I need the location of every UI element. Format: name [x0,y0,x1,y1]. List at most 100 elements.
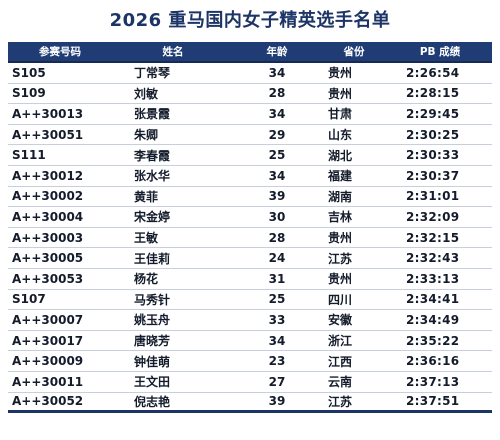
name-cell: 宋金婷 [134,210,171,225]
pb-cell: 2:29:45 [406,106,460,121]
age-cell: 31 [268,271,286,286]
bib-cell: A++30013 [12,106,84,121]
name-cell: 王敏 [134,231,159,246]
age-cell: 39 [268,189,286,204]
province-cell: 湖北 [328,148,353,163]
pb-cell: 2:37:51 [406,394,460,409]
bib-cell: A++30002 [12,189,84,204]
province-cell: 安徽 [328,313,353,328]
age-cell: 30 [268,209,286,224]
province-cell: 江苏 [328,394,353,409]
table-row: A++30012 张水华 34 福建 2:30:37 [8,166,492,187]
name-cell: 倪志艳 [134,394,171,409]
table-row: A++30013 张景霞 34 甘肃 2:29:45 [8,104,492,125]
age-cell: 28 [268,230,286,245]
table-body: S105 丁常琴 34 贵州 2:26:54 S109 刘敏 28 贵州 2:28:15 A++30… [8,63,492,414]
table-row: S109 刘敏 28 贵州 2:28:15 [8,84,492,105]
table-row: A++30007 姚玉舟 33 安徽 2:34:49 [8,310,492,331]
name-cell: 朱卿 [134,128,159,143]
bib-cell: A++30017 [12,333,84,348]
province-cell: 湖南 [328,189,353,204]
name-cell: 黄菲 [134,189,159,204]
name-cell: 刘敏 [134,86,159,101]
bib-cell: A++30005 [12,251,84,266]
province-cell: 云南 [328,375,353,390]
table-row: A++30011 王文田 27 云南 2:37:13 [8,372,492,393]
name-cell: 丁常琴 [134,66,171,81]
province-cell: 贵州 [328,86,353,101]
header-age: 年龄 [266,46,288,58]
age-cell: 29 [268,127,286,142]
name-cell: 张水华 [134,169,171,184]
bib-cell: A++30053 [12,271,84,286]
age-cell: 34 [268,65,286,80]
age-cell: 23 [268,354,286,369]
pb-cell: 2:30:37 [406,168,460,183]
pb-cell: 2:28:15 [406,86,460,101]
table-row: A++30005 王佳莉 24 江苏 2:32:43 [8,248,492,269]
province-cell: 吉林 [328,210,353,225]
province-cell: 山东 [328,128,353,143]
age-cell: 27 [268,374,286,389]
table-row: A++30017 唐晓芳 34 浙江 2:35:22 [8,331,492,352]
table-row: A++30003 王敏 28 贵州 2:32:15 [8,228,492,249]
bib-cell: A++30003 [12,230,84,245]
bib-cell: S105 [12,65,46,80]
bib-cell: A++30012 [12,168,84,183]
province-cell: 贵州 [328,231,353,246]
bib-cell: A++30011 [12,374,84,389]
age-cell: 28 [268,86,286,101]
table-row: S105 丁常琴 34 贵州 2:26:54 [8,63,492,84]
age-cell: 34 [268,106,286,121]
table-row: S111 李春霞 25 湖北 2:30:33 [8,145,492,166]
table-header: 参赛号码 姓名 年龄 省份 PB 成绩 [8,42,492,63]
bib-cell: A++30051 [12,127,84,142]
bib-cell: A++30004 [12,209,84,224]
province-cell: 四川 [328,292,353,307]
table-row: A++30053 杨花 31 贵州 2:33:13 [8,269,492,290]
name-cell: 王佳莉 [134,251,171,266]
pb-cell: 2:31:01 [406,189,460,204]
bib-cell: A++30009 [12,354,84,369]
header-bib: 参赛号码 [39,46,81,58]
table-row: A++30002 黄菲 39 湖南 2:31:01 [8,187,492,208]
pb-cell: 2:32:09 [406,209,460,224]
province-cell: 福建 [328,169,353,184]
province-cell: 甘肃 [328,107,353,122]
header-province: 省份 [343,46,365,58]
name-cell: 姚玉舟 [134,313,171,328]
pb-cell: 2:30:33 [406,148,460,163]
table-row: A++30051 朱卿 29 山东 2:30:25 [8,125,492,146]
bib-cell: A++30052 [12,394,84,409]
pb-cell: 2:37:13 [406,374,460,389]
name-cell: 马秀针 [134,292,171,307]
table-row: A++30004 宋金婷 30 吉林 2:32:09 [8,207,492,228]
pb-cell: 2:33:13 [406,271,460,286]
province-cell: 浙江 [328,334,353,349]
roster-table: 参赛号码 姓名 年龄 省份 PB 成绩 S105 丁常琴 34 贵州 2:26:54 S1… [8,42,492,414]
province-cell: 江西 [328,354,353,369]
province-cell: 江苏 [328,251,353,266]
bib-cell: S111 [12,148,46,163]
pb-cell: 2:34:49 [406,312,460,327]
table-row: S107 马秀针 25 四川 2:34:41 [8,290,492,311]
bib-cell: A++30007 [12,312,84,327]
province-cell: 贵州 [328,272,353,287]
header-pb: PB 成绩 [419,46,461,58]
age-cell: 25 [268,292,286,307]
age-cell: 39 [268,394,286,409]
age-cell: 24 [268,251,286,266]
pb-cell: 2:36:16 [406,354,460,369]
pb-cell: 2:26:54 [406,65,460,80]
name-cell: 唐晓芳 [134,334,171,349]
pb-cell: 2:32:43 [406,251,460,266]
bib-cell: S107 [12,292,46,307]
name-cell: 钟佳萌 [134,354,171,369]
pb-cell: 2:32:15 [406,230,460,245]
bib-cell: S109 [12,86,46,101]
age-cell: 34 [268,333,286,348]
name-cell: 张景霞 [134,107,171,122]
age-cell: 33 [268,312,286,327]
page-title: 2026 重马国内女子精英选手名单 [109,10,391,31]
